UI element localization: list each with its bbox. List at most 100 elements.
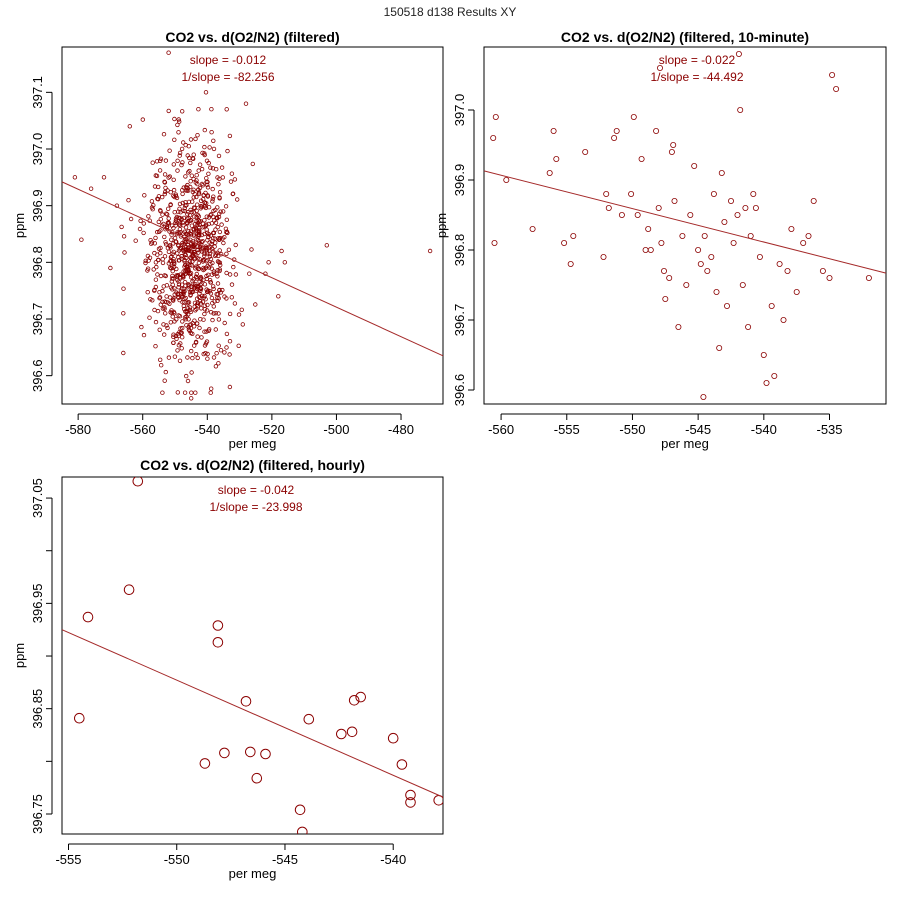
scatter-point [205,185,211,190]
scatter-point [210,186,215,192]
scatter-point [279,248,284,254]
scatter-point [175,291,180,296]
scatter-point [189,173,194,178]
scatter-point [188,275,194,280]
x-tick-label: -535 [816,422,842,437]
scatter-point [202,307,208,312]
scatter-point [206,221,211,227]
scatter-point [197,286,203,291]
scatter-point [208,386,214,391]
scatter-point [166,216,171,221]
scatter-point [742,204,749,211]
scatter-point [217,195,222,200]
scatter-point [175,122,180,128]
scatter-point [212,620,224,631]
scatter-point [195,247,200,253]
scatter-point [387,732,399,744]
scatter-point [195,132,200,138]
scatter-point [196,214,202,219]
scatter-point [202,251,207,257]
scatter-point [760,351,767,358]
scatter-point [181,215,187,221]
y-tick-label: 396.8 [452,234,467,267]
scatter-point [127,124,132,129]
scatter-point [141,221,146,226]
y-axis-label: ppm [12,643,27,668]
scatter-point [155,196,160,201]
scatter-point [202,127,207,133]
scatter-point [174,317,179,322]
scatter-point [193,136,198,142]
scatter-point [561,239,568,246]
scatter-point [175,251,180,256]
scatter-point [202,311,207,317]
scatter-point [207,251,212,257]
scatter-point [179,254,184,259]
scatter-point [205,356,210,361]
scatter-point [171,332,176,337]
scatter-point [179,335,185,340]
scatter-point [205,179,210,185]
scatter-point [179,109,185,114]
scatter-point [171,241,176,246]
scatter-point [206,171,211,176]
scatter-point [182,247,188,252]
scatter-point [605,204,612,211]
scatter-point [208,390,213,395]
scatter-point [232,177,238,182]
scatter-point [173,333,179,339]
scatter-point [188,160,193,166]
scatter-point [718,169,725,176]
scatter-point [250,161,255,167]
scatter-point [158,228,163,233]
scatter-point [195,265,200,270]
scatter-point [567,260,574,267]
scatter-point [203,341,209,346]
scatter-point [199,281,204,286]
plot-frame [483,46,887,405]
scatter-point [156,246,162,251]
scatter-point [211,311,216,316]
scatter-point [210,196,215,202]
scatter-point [186,229,191,234]
scatter-point [213,220,219,225]
scatter-point [183,225,189,230]
scatter-point [214,216,220,221]
scatter-point [174,266,179,272]
scatter-point [176,119,182,124]
scatter-point [204,227,209,232]
scatter-point [160,390,165,395]
scatter-point [200,238,205,244]
x-tick-label: -540 [751,422,777,437]
scatter-point [182,296,187,302]
scatter-point [216,317,222,322]
scatter-point [171,162,176,167]
scatter-point [169,223,175,228]
scatter-point [219,222,224,227]
scatter-point [243,101,249,106]
scatter-point [182,289,187,294]
scatter-point [683,281,690,288]
scatter-point [174,336,179,341]
x-tick-label: -580 [65,422,91,437]
scatter-point [212,637,224,648]
scatter-point [217,262,223,268]
x-tick-label: -550 [164,852,190,867]
scatter-point [184,310,189,315]
scatter-point [227,384,233,390]
scatter-point [174,231,179,237]
scatter-point [223,226,229,231]
scatter-point [196,250,201,255]
scatter-point [158,363,164,368]
scatter-point [224,331,230,337]
scatter-point [88,186,94,191]
scatter-point [220,209,226,214]
y-tick-label: 397.05 [30,478,45,518]
scatter-point [687,211,694,218]
scatter-point [169,310,174,316]
scatter-point [179,146,185,152]
scatter-point [247,271,252,276]
scatter-point [227,352,232,357]
scatter-point [122,250,127,255]
scatter-point [162,305,167,310]
